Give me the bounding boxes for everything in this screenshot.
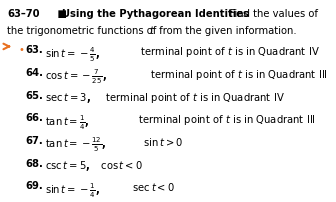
Text: $\cos t = -\frac{7}{25}$,: $\cos t = -\frac{7}{25}$, — [45, 68, 107, 86]
Text: $\sin t = -\frac{4}{5}$,: $\sin t = -\frac{4}{5}$, — [45, 45, 100, 64]
Text: ■: ■ — [54, 9, 70, 19]
Text: 65.: 65. — [25, 91, 43, 101]
Text: $\tan t = \frac{1}{4}$,: $\tan t = \frac{1}{4}$, — [45, 113, 90, 132]
Text: the trigonometric functions of: the trigonometric functions of — [7, 26, 160, 36]
Text: 66.: 66. — [25, 113, 43, 123]
Text: $\sec t = 3$,: $\sec t = 3$, — [45, 91, 91, 105]
Text: $\cos t < 0$: $\cos t < 0$ — [91, 159, 142, 170]
Text: terminal point of $t$ is in Quadrant III: terminal point of $t$ is in Quadrant III — [129, 113, 316, 127]
Text: •: • — [19, 45, 25, 56]
Text: $\sec t < 0$: $\sec t < 0$ — [123, 181, 174, 193]
Text: $\sin t > 0$: $\sin t > 0$ — [134, 136, 184, 148]
Text: 63.: 63. — [25, 45, 43, 56]
Text: 64.: 64. — [25, 68, 43, 78]
Text: 67.: 67. — [25, 136, 43, 146]
Text: terminal point of $t$ is in Quadrant III: terminal point of $t$ is in Quadrant III — [141, 68, 328, 82]
Text: from the given information.: from the given information. — [156, 26, 297, 36]
Text: t: t — [149, 26, 153, 36]
Text: $\tan t = -\frac{12}{5}$,: $\tan t = -\frac{12}{5}$, — [45, 136, 107, 154]
Text: Find the values of: Find the values of — [220, 9, 318, 19]
Text: $\csc t = 5$,: $\csc t = 5$, — [45, 159, 91, 173]
Text: Using the Pythagorean Identities: Using the Pythagorean Identities — [62, 9, 249, 19]
Text: 63–70: 63–70 — [7, 9, 40, 19]
Text: $\sin t = -\frac{1}{4}$,: $\sin t = -\frac{1}{4}$, — [45, 181, 100, 200]
Text: terminal point of $t$ is in Quadrant IV: terminal point of $t$ is in Quadrant IV — [96, 91, 285, 105]
Text: 68.: 68. — [25, 159, 43, 169]
Text: 69.: 69. — [25, 181, 43, 191]
Text: terminal point of $t$ is in Quadrant IV: terminal point of $t$ is in Quadrant IV — [131, 45, 320, 59]
